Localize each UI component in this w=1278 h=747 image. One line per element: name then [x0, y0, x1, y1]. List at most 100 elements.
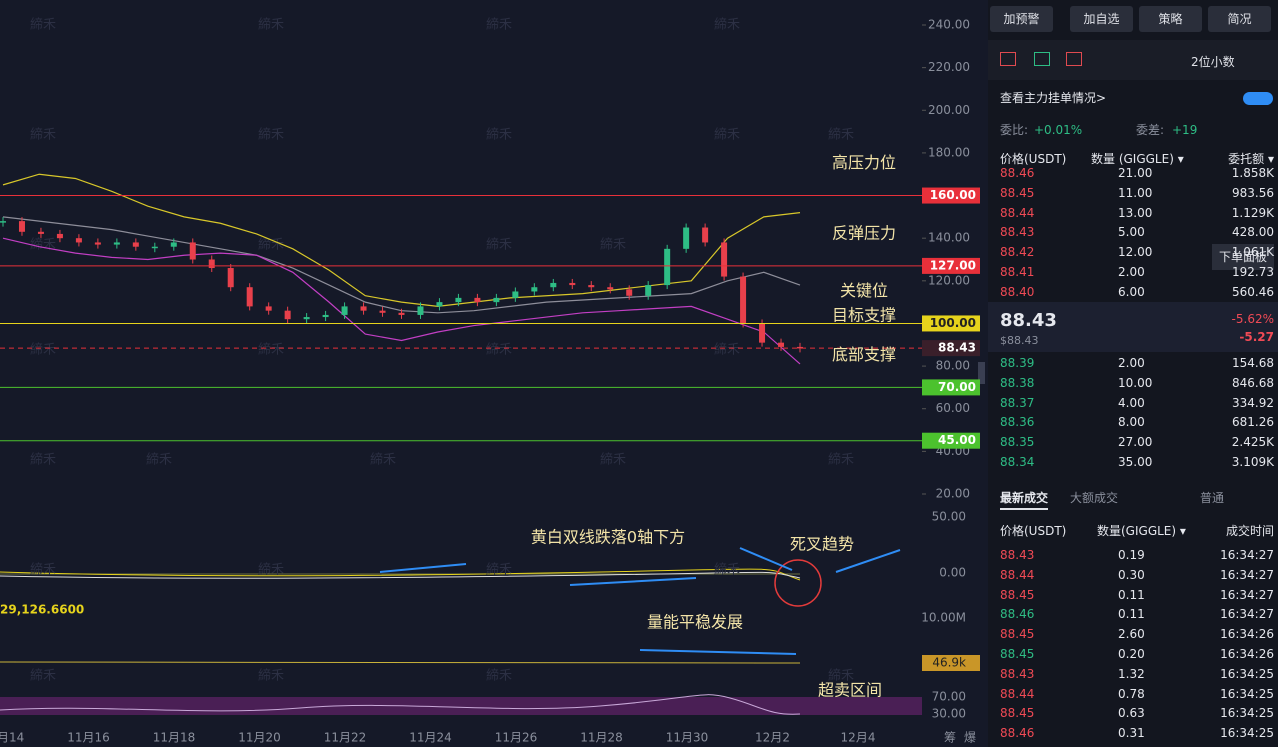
- row[interactable]: 88.34 35.00 3.109K: [988, 452, 1278, 472]
- cell: 192.73: [1232, 265, 1274, 279]
- x-tick-label: 11月30: [666, 731, 709, 745]
- cell: 88.42: [1000, 245, 1035, 260]
- annotation: 超卖区间: [818, 681, 882, 700]
- candle: [265, 306, 272, 311]
- watermark: 締禾: [486, 562, 512, 578]
- view-icon[interactable]: [1000, 52, 1016, 66]
- cell: 12.00: [1118, 245, 1153, 260]
- row[interactable]: 88.45 2.60 16:34:26: [988, 624, 1278, 644]
- candle: [550, 282, 557, 288]
- last-price: 88.43 $88.43 -5.62% -5.27: [988, 302, 1278, 352]
- row[interactable]: 88.46 21.00 1.858K: [988, 163, 1278, 183]
- watermark: 締禾: [486, 17, 512, 33]
- header[interactable]: 数量 (GIGGLE) ▾: [1091, 152, 1184, 166]
- cell: 88.44: [1000, 686, 1035, 701]
- row[interactable]: 88.45 11.00 983.56: [988, 183, 1278, 203]
- cell: 1.061K: [1231, 245, 1274, 260]
- candle: [227, 268, 234, 288]
- watermark: 締禾: [486, 127, 512, 143]
- cell: 428.00: [1232, 225, 1274, 240]
- volume-line: [0, 661, 801, 664]
- row[interactable]: 88.43 1.32 16:34:25: [988, 664, 1278, 684]
- rsi-zone: [0, 697, 922, 715]
- band-lower: [2, 237, 801, 365]
- row[interactable]: 88.41 2.00 192.73: [988, 262, 1278, 282]
- candle: [56, 233, 63, 239]
- button[interactable]: 加预警: [990, 6, 1053, 32]
- candle: [94, 242, 101, 245]
- view-icon[interactable]: [1066, 52, 1082, 66]
- main-orders[interactable]: 查看主力挂单情况>: [988, 88, 1278, 108]
- cell: 16:34:25: [1220, 666, 1274, 681]
- decimals[interactable]: 2位小数: [1191, 55, 1235, 69]
- watermark: 締禾: [714, 562, 740, 578]
- row[interactable]: 88.43 0.19 16:34:27: [988, 545, 1278, 565]
- level-tag: [922, 257, 980, 274]
- watermark: 締禾: [258, 127, 284, 143]
- cell: 88.34: [1000, 455, 1035, 469]
- row[interactable]: 88.45 0.11 16:34:27: [988, 585, 1278, 605]
- candle: [189, 242, 196, 260]
- x-tick-label: 11月26: [495, 731, 538, 745]
- row[interactable]: 88.46 0.31 16:34:25: [988, 723, 1278, 743]
- candle: [398, 312, 405, 315]
- cell: 3.109K: [1231, 455, 1274, 469]
- toggle[interactable]: [1243, 92, 1273, 105]
- button[interactable]: 加自选: [1070, 6, 1133, 32]
- header[interactable]: 数量(GIGGLE) ▾: [1097, 524, 1186, 538]
- watermark: 締禾: [30, 562, 56, 578]
- vol-tag: [922, 655, 980, 671]
- row[interactable]: 88.42 12.00 1.061K: [988, 242, 1278, 262]
- cell: 154.68: [1232, 356, 1274, 370]
- level-note: 高压力位: [832, 153, 896, 172]
- row[interactable]: 88.39 2.00 154.68: [988, 353, 1278, 373]
- checkbox-label[interactable]: 普通: [1200, 491, 1225, 505]
- candle: [208, 259, 215, 269]
- watermark: 締禾: [258, 562, 284, 578]
- cell: 88.45: [1000, 706, 1035, 721]
- tab[interactable]: 大额成交: [1070, 491, 1119, 505]
- candle: [797, 346, 803, 349]
- watermark: 締禾: [30, 668, 56, 684]
- button[interactable]: 策略: [1139, 6, 1202, 32]
- candle: [588, 285, 595, 288]
- row[interactable]: 88.37 4.00 334.92: [988, 393, 1278, 413]
- arrow: [379, 563, 467, 573]
- row[interactable]: 88.35 27.00 2.425K: [988, 432, 1278, 452]
- watermark: 締禾: [714, 342, 740, 358]
- annotation: 量能平稳发展: [647, 613, 743, 632]
- y-tick-label: 20.00: [936, 487, 970, 501]
- cell: 88.46: [1000, 166, 1035, 180]
- level-note: 底部支撑: [832, 345, 896, 364]
- row[interactable]: 88.44 0.78 16:34:25: [988, 684, 1278, 704]
- row[interactable]: 88.45 0.63 16:34:25: [988, 703, 1278, 723]
- cell: 88.43: [1000, 548, 1035, 562]
- cell: 21.00: [1118, 166, 1153, 180]
- chart-bg: [0, 0, 985, 747]
- link[interactable]: 查看主力挂单情况>: [1000, 91, 1107, 105]
- y-tick-label: 80.00: [936, 359, 970, 373]
- row[interactable]: 88.44 13.00 1.129K: [988, 203, 1278, 223]
- watermark: 締禾: [714, 17, 740, 33]
- order-panel[interactable]: 下单面板: [1212, 244, 1274, 270]
- view-icon[interactable]: [1034, 52, 1050, 66]
- row[interactable]: 88.36 8.00 681.26: [988, 412, 1278, 432]
- cell: 88.39: [1000, 356, 1035, 370]
- row[interactable]: 88.46 0.11 16:34:27: [988, 604, 1278, 624]
- collapse-handle[interactable]: [978, 362, 985, 384]
- x-tick-label: 11月22: [324, 731, 367, 745]
- tab[interactable]: 最新成交: [1000, 488, 1049, 510]
- cell: 16:34:26: [1220, 647, 1274, 661]
- row[interactable]: 88.43 5.00 428.00: [988, 222, 1278, 242]
- y-tick-label: 140.00: [928, 231, 970, 245]
- candle: [778, 342, 785, 347]
- row[interactable]: 88.38 10.00 846.68: [988, 373, 1278, 393]
- button[interactable]: 简况: [1208, 6, 1271, 32]
- cell: 88.43: [1000, 666, 1035, 681]
- row[interactable]: 88.40 6.00 560.46: [988, 282, 1278, 302]
- row[interactable]: 88.44 0.30 16:34:27: [988, 565, 1278, 585]
- candle: [607, 287, 614, 290]
- row[interactable]: 88.45 0.20 16:34:26: [988, 644, 1278, 664]
- header[interactable]: 委托额 ▾: [1228, 152, 1274, 166]
- cell: 0.11: [1118, 587, 1145, 602]
